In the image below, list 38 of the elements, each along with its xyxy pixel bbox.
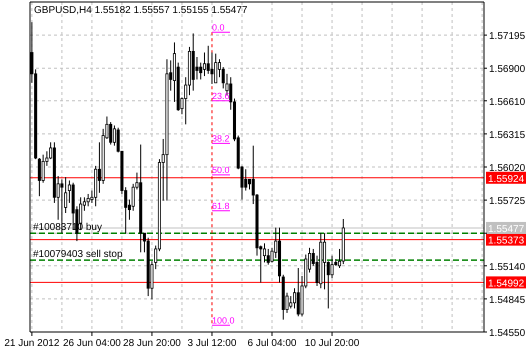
y-tick-label: 1.55140 [489,262,526,273]
y-tick-label: 1.56020 [489,163,526,174]
ref-line-label: 1.54992 [488,278,525,290]
annotation: 38.2 [212,133,230,144]
annotation: 50.0 [212,164,230,175]
x-tick-label: 10 Jul 20:00 [304,338,360,349]
chart-title: GBPUSD,H4 1.55182 1.55557 1.55155 1.55477 [34,5,248,16]
ref-line-label: #10079403 sell stop [33,249,123,260]
candlestick [38,158,41,197]
candlestick [214,53,218,84]
candlestick [210,52,214,84]
annotation: 61.8 [212,200,230,211]
y-tick-label: 1.54845 [489,294,526,306]
x-tick-label: 28 Jun 20:00 [123,338,182,349]
annotation: 23.6 [212,90,230,101]
annotation: 0.0 [212,22,224,32]
ref-line-label: 1.55477 [488,224,525,235]
candlestick [330,255,334,279]
candlestick [202,52,206,77]
candlestick [296,268,300,317]
y-tick-label: 1.56315 [489,130,526,141]
ref-line-label: 1.55924 [488,174,525,185]
candlestick [244,168,248,192]
annotation: 100.0 [212,315,235,326]
candlestick [42,154,45,184]
x-tick-label: 3 Jul 12:00 [188,338,237,349]
x-tick-label: 26 Jun 04:00 [62,338,122,349]
y-tick-label: 1.55725 [489,196,526,208]
candlestick [323,232,326,290]
y-tick-label: 1.57195 [489,31,526,42]
ref-line-label: 1.55373 [488,236,525,247]
y-tick-label: 1.56900 [489,64,526,76]
x-tick-label: 21 Jun 2012 [4,338,60,349]
y-tick-label: 1.54550 [489,328,526,339]
candlestick [86,193,90,207]
x-tick-label: 6 Jul 04:00 [248,338,297,349]
y-tick-label: 1.56610 [489,96,526,108]
candlestick [206,45,210,74]
